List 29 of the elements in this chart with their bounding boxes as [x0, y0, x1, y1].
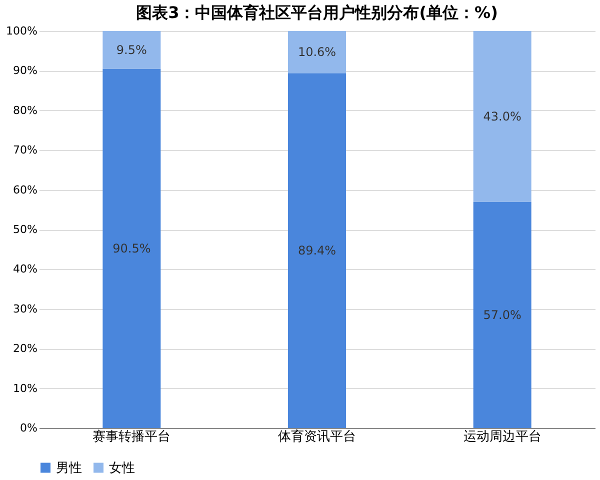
y-tick-label: 30% [13, 302, 38, 316]
bar [288, 73, 346, 428]
y-tick-label: 50% [13, 223, 38, 236]
y-tick-label: 10% [13, 382, 38, 395]
legend-label: 男性 [56, 460, 82, 476]
data-label: 9.5% [116, 42, 147, 57]
data-label: 10.6% [298, 45, 336, 60]
bar [473, 31, 532, 202]
data-label: 57.0% [483, 308, 522, 322]
y-tick-label: 20% [13, 342, 38, 356]
bar [102, 68, 161, 428]
y-tick-label: 0% [20, 422, 38, 434]
x-tick-label: 赛事转播平台 [92, 428, 171, 444]
data-label: 43.0% [483, 109, 522, 124]
y-tick-label: 100% [6, 24, 38, 38]
y-tick-label: 80% [13, 104, 38, 117]
legend-label: 女性 [109, 460, 135, 476]
x-tick-label: 运动周边平台 [463, 430, 542, 444]
y-tick-label: 40% [13, 262, 38, 276]
y-tick-label: 60% [13, 183, 38, 196]
bar [473, 202, 532, 428]
chart-title: 图表3：中国体育社区平台用户性别分布(单位：%) [136, 3, 498, 22]
data-label: 90.5% [112, 241, 151, 256]
bar [102, 31, 161, 69]
data-label: 89.4% [298, 244, 336, 258]
y-tick-label: 70% [13, 144, 38, 157]
bar [288, 31, 346, 74]
x-tick-label: 体育资讯平台 [278, 428, 356, 444]
y-tick-label: 90% [13, 64, 38, 78]
